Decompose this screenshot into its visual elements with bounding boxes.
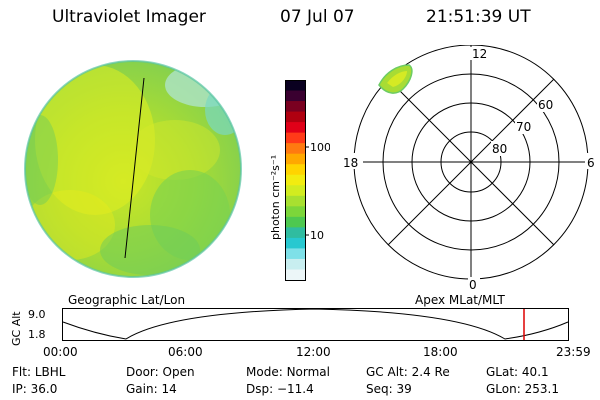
observation-date: 07 Jul 07 [280,7,355,27]
intensity-colorbar: 100 10 photon cm⁻²s⁻¹ [269,80,330,281]
colorbar-band [285,143,306,155]
colorbar-band [285,248,306,260]
colorbar-unit-label: photon cm⁻²s⁻¹ [269,155,282,240]
mlt-label-6: 6 [587,156,595,170]
polar-mlat-mlt-plot: 12 18 6 0 60 70 80 [339,45,597,292]
colorbar-frame [285,80,306,281]
colorbar-band [285,195,306,207]
dsp-value: −11.4 [276,382,314,396]
info-gain: Gain: 14 [126,382,177,396]
filter-value: LBHL [34,365,66,379]
alt-tick-9: 9.0 [28,308,46,321]
info-glat: GLat: 40.1 [486,365,549,379]
timeline-frame [62,308,569,341]
lat-label-60: 60 [538,98,553,112]
gain-value: 14 [161,382,177,396]
colorbar-tick-10: 10 [310,229,324,242]
colorbar-band [285,237,306,250]
geographic-title: Geographic Lat/Lon [68,293,186,307]
instrument-title: Ultraviolet Imager [52,7,206,27]
alt-axis-label: GC Alt [10,311,23,346]
observation-time: 21:51:39 UT [426,7,531,27]
colorbar-band [285,111,306,123]
orbit-track-line [124,77,145,259]
time-tick-1200: 12:00 [296,345,331,359]
lat-label-70: 70 [516,120,531,134]
colorbar-band [285,153,306,165]
mode-value: Normal [286,365,330,379]
door-value: Open [162,365,195,379]
info-dsp: Dsp: −11.4 [246,382,314,396]
altitude-curve [62,308,569,340]
info-gc-alt: GC Alt: 2.4 Re [366,365,450,379]
info-ip: IP: 36.0 [12,382,58,396]
gc-alt-value: 2.4 Re [411,365,450,379]
colorbar-band [285,90,306,102]
glon-value: 253.1 [524,382,559,396]
colorbar-band [285,122,306,134]
info-mode: Mode: Normal [246,365,330,379]
mlt-label-18: 18 [343,156,358,170]
colorbar-band [285,101,306,113]
alt-tick-1-8: 1.8 [28,328,46,341]
uv-earth-image [24,60,242,278]
info-seq: Seq: 39 [366,382,412,396]
colorbar-band [285,206,306,218]
seq-value: 39 [396,382,412,396]
colorbar-tick-100: 100 [310,141,330,154]
colorbar-band [285,80,306,92]
apex-title: Apex MLat/MLT [415,293,505,307]
info-door: Door: Open [126,365,195,379]
colorbar-band [285,132,306,144]
colorbar-band [285,258,306,271]
time-tick-2359: 23:59 [556,345,591,359]
time-tick-1800: 18:00 [423,345,458,359]
altitude-timeline: 9.0 1.8 GC Alt [10,308,569,346]
glat-value: 40.1 [521,365,549,379]
colorbar-band [285,164,306,176]
mlt-label-0: 0 [469,278,477,292]
colorbar-band [285,174,306,186]
mlt-label-12: 12 [472,47,487,61]
colorbar-band [285,269,306,281]
time-tick-0000: 00:00 [43,345,78,359]
info-glon: GLon: 253.1 [486,382,559,396]
ip-value: 36.0 [30,382,58,396]
lat-label-80: 80 [492,142,507,156]
colorbar-band [285,185,306,197]
colorbar-band [285,216,306,228]
info-filter: Flt: LBHL [12,365,66,379]
colorbar-band [285,227,306,239]
time-tick-0600: 06:00 [168,345,203,359]
